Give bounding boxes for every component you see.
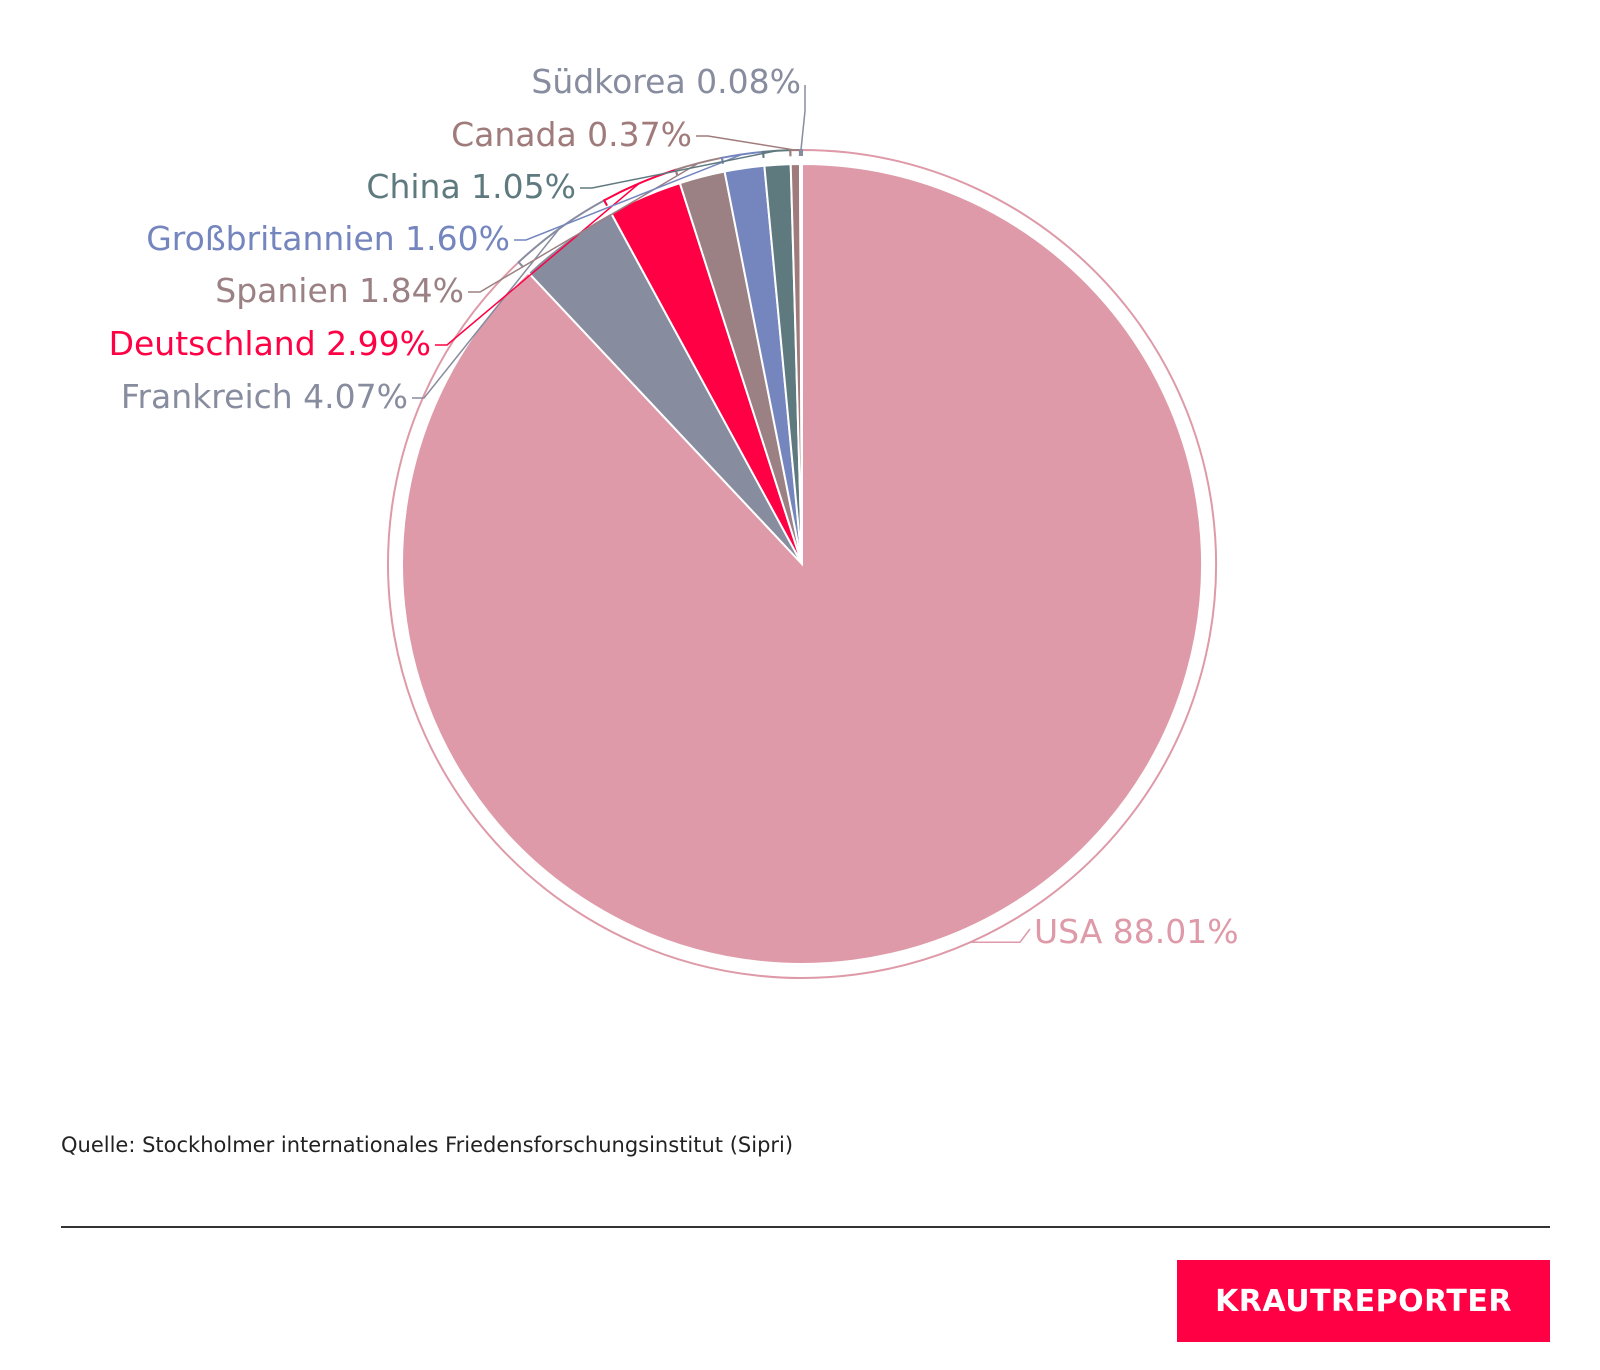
leader-line-deutschland: [435, 182, 640, 346]
pie-labels: USA 88.01% Frankreich 4.07% Deutschland 2.…: [109, 62, 1239, 951]
leader-line-spanien: [468, 162, 699, 293]
pie-slices: [401, 162, 1203, 965]
pie-label-canada: Canada 0.37%: [451, 115, 692, 154]
krautreporter-logo[interactable]: KRAUTREPORTER: [1177, 1260, 1550, 1342]
label-bracket-canada: [789, 148, 801, 157]
leader-line-frankreich: [412, 228, 561, 399]
pie-slice-südkorea: [798, 162, 803, 565]
pie-label-südkorea: Südkorea 0.08%: [531, 62, 801, 101]
label-leader-lines: [387, 85, 1217, 979]
leader-line-südkorea: [800, 85, 806, 151]
footer-divider: [61, 1226, 1550, 1228]
leader-line-usa: [970, 928, 1031, 943]
source-note: Quelle: Stockholmer internationales Frie…: [61, 1133, 794, 1157]
pie-label-usa: USA 88.01%: [1034, 912, 1239, 951]
pie-label-deutschland: Deutschland 2.99%: [109, 324, 431, 363]
leader-line-canada: [696, 135, 796, 151]
leader-line-großbritannien: [514, 153, 743, 241]
pie-label-china: China 1.05%: [366, 167, 576, 206]
label-bracket-südkorea: [798, 148, 803, 157]
pie-label-spanien: Spanien 1.84%: [215, 271, 464, 310]
leader-line-china: [580, 150, 777, 189]
pie-label-frankreich: Frankreich 4.07%: [121, 377, 408, 416]
label-bracket-usa: [387, 148, 1217, 979]
pie-label-großbritannien: Großbritannien 1.60%: [146, 219, 510, 258]
pie-chart: USA 88.01% Frankreich 4.07% Deutschland 2.…: [109, 62, 1239, 979]
